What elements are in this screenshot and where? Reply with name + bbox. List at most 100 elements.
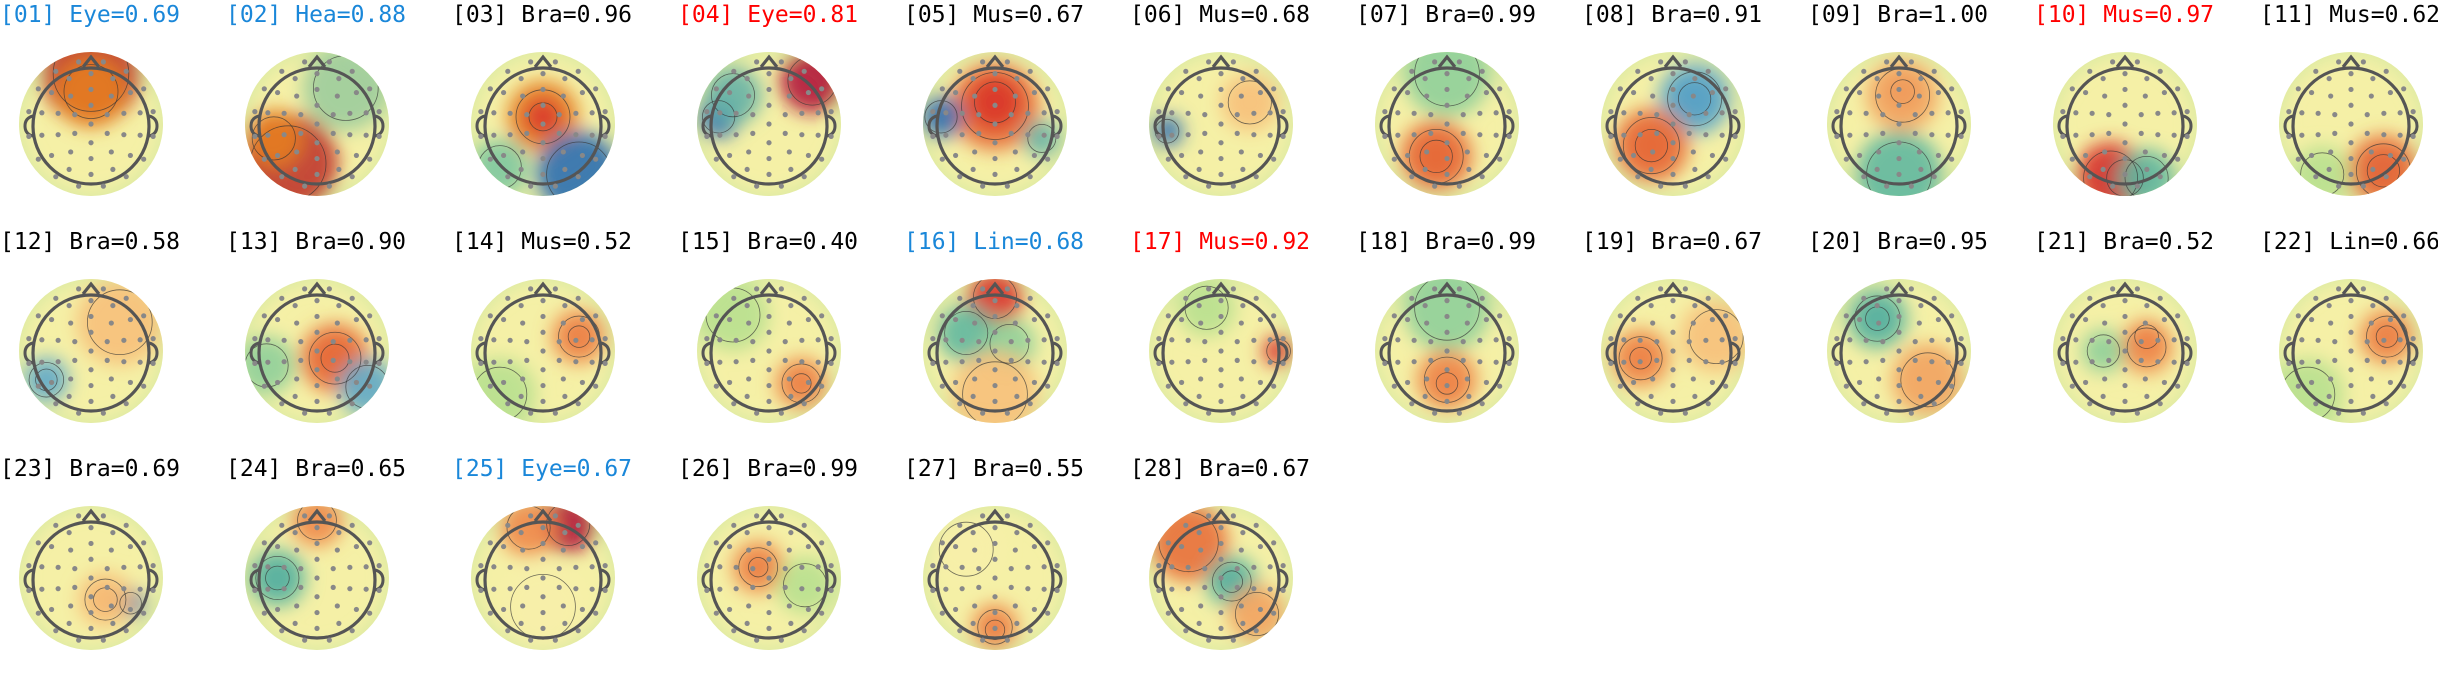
topomap <box>697 506 841 650</box>
component-panel: [10] Mus=0.97 <box>2034 0 2260 225</box>
component-panel: [17] Mus=0.92 <box>1130 227 1356 452</box>
topomap <box>2053 52 2197 196</box>
topomap <box>19 52 163 196</box>
component-label: [16] Lin=0.68 <box>904 229 1085 255</box>
component-label: [02] Hea=0.88 <box>226 2 407 28</box>
topomap <box>2279 279 2423 423</box>
component-panel: [16] Lin=0.68 <box>904 227 1130 452</box>
component-label: [12] Bra=0.58 <box>0 229 181 255</box>
component-panel: [14] Mus=0.52 <box>452 227 678 452</box>
topomap <box>1601 279 1745 423</box>
topomap <box>471 279 615 423</box>
topomap <box>245 506 389 650</box>
component-label: [15] Bra=0.40 <box>678 229 859 255</box>
head-outline <box>2291 66 2411 186</box>
component-panel: [19] Bra=0.67 <box>1582 227 1808 452</box>
head-outline <box>1387 293 1507 413</box>
head-outline <box>31 520 151 640</box>
head-outline <box>935 293 1055 413</box>
topomap <box>923 279 1067 423</box>
topomap <box>19 506 163 650</box>
component-label: [28] Bra=0.67 <box>1130 456 1311 482</box>
topomap <box>697 279 841 423</box>
component-panel: [15] Bra=0.40 <box>678 227 904 452</box>
topomap <box>471 506 615 650</box>
component-panel: [11] Mus=0.62 <box>2260 0 2438 225</box>
component-label: [21] Bra=0.52 <box>2034 229 2215 255</box>
component-panel: [23] Bra=0.69 <box>0 454 226 679</box>
component-label: [11] Mus=0.62 <box>2260 2 2438 28</box>
head-outline <box>1161 66 1281 186</box>
component-panel: [27] Bra=0.55 <box>904 454 1130 679</box>
topomap <box>1827 52 1971 196</box>
component-label: [01] Eye=0.69 <box>0 2 181 28</box>
topomap <box>245 52 389 196</box>
component-label: [05] Mus=0.67 <box>904 2 1085 28</box>
component-label: [14] Mus=0.52 <box>452 229 633 255</box>
component-panel: [01] Eye=0.69 <box>0 0 226 225</box>
head-outline <box>2291 293 2411 413</box>
head-outline <box>1161 293 1281 413</box>
topomap <box>1601 52 1745 196</box>
topomap <box>1827 279 1971 423</box>
component-panel: [24] Bra=0.65 <box>226 454 452 679</box>
component-label: [23] Bra=0.69 <box>0 456 181 482</box>
head-outline <box>1387 66 1507 186</box>
component-panel: [21] Bra=0.52 <box>2034 227 2260 452</box>
component-label: [17] Mus=0.92 <box>1130 229 1311 255</box>
component-panel: [22] Lin=0.66 <box>2260 227 2438 452</box>
component-label: [04] Eye=0.81 <box>678 2 859 28</box>
component-panel: [09] Bra=1.00 <box>1808 0 2034 225</box>
topomap <box>1149 52 1293 196</box>
topomap <box>1149 506 1293 650</box>
head-outline <box>257 293 377 413</box>
component-label: [03] Bra=0.96 <box>452 2 633 28</box>
topomap <box>697 52 841 196</box>
head-outline <box>935 66 1055 186</box>
component-label: [18] Bra=0.99 <box>1356 229 1537 255</box>
component-label: [06] Mus=0.68 <box>1130 2 1311 28</box>
component-label: [08] Bra=0.91 <box>1582 2 1763 28</box>
head-outline <box>1161 520 1281 640</box>
component-panel: [04] Eye=0.81 <box>678 0 904 225</box>
topomap <box>1375 279 1519 423</box>
head-outline <box>709 66 829 186</box>
head-outline <box>483 293 603 413</box>
component-panel: [03] Bra=0.96 <box>452 0 678 225</box>
head-outline <box>935 520 1055 640</box>
component-label: [20] Bra=0.95 <box>1808 229 1989 255</box>
head-outline <box>1613 66 1733 186</box>
component-panel: [25] Eye=0.67 <box>452 454 678 679</box>
topomap <box>19 279 163 423</box>
head-outline <box>257 520 377 640</box>
component-panel: [12] Bra=0.58 <box>0 227 226 452</box>
topomap <box>471 52 615 196</box>
topomap <box>1375 52 1519 196</box>
head-outline <box>2065 66 2185 186</box>
head-outline <box>1613 293 1733 413</box>
topomap <box>245 279 389 423</box>
component-panel: [18] Bra=0.99 <box>1356 227 1582 452</box>
head-outline <box>1839 66 1959 186</box>
head-outline <box>2065 293 2185 413</box>
head-outline <box>709 293 829 413</box>
component-label: [27] Bra=0.55 <box>904 456 1085 482</box>
topomap <box>1149 279 1293 423</box>
component-panel: [28] Bra=0.67 <box>1130 454 1356 679</box>
component-panel: [07] Bra=0.99 <box>1356 0 1582 225</box>
component-label: [25] Eye=0.67 <box>452 456 633 482</box>
component-panel: [20] Bra=0.95 <box>1808 227 2034 452</box>
head-outline <box>483 66 603 186</box>
head-outline <box>1839 293 1959 413</box>
topomap <box>2279 52 2423 196</box>
component-panel: [02] Hea=0.88 <box>226 0 452 225</box>
head-outline <box>31 66 151 186</box>
component-label: [24] Bra=0.65 <box>226 456 407 482</box>
topomap <box>923 506 1067 650</box>
head-outline <box>257 66 377 186</box>
component-panel: [06] Mus=0.68 <box>1130 0 1356 225</box>
topomap <box>923 52 1067 196</box>
component-label: [26] Bra=0.99 <box>678 456 859 482</box>
component-label: [19] Bra=0.67 <box>1582 229 1763 255</box>
